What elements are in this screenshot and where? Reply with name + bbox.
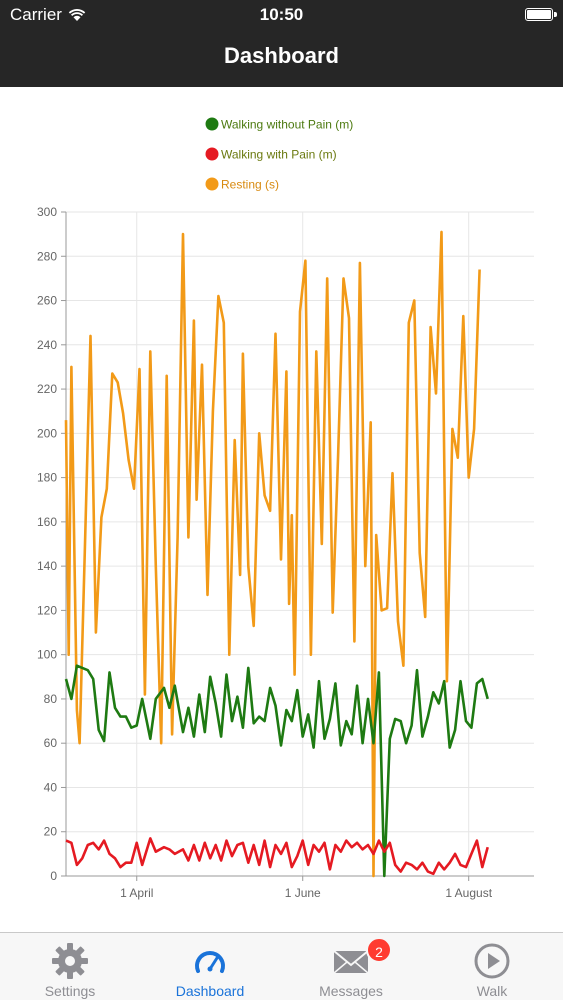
y-tick-label: 200 — [37, 426, 57, 440]
chart-legend: Walking without Pain (m) Walking with Pai… — [205, 117, 353, 192]
x-tick-label: 1 August — [445, 886, 492, 900]
y-tick-label: 220 — [37, 382, 57, 396]
y-tick-label: 0 — [50, 869, 57, 883]
activity-chart: Walking without Pain (m) Walking with Pai… — [37, 117, 534, 900]
y-tick-label: 280 — [37, 249, 57, 263]
y-tick-label: 20 — [44, 825, 58, 839]
battery-icon — [525, 8, 557, 21]
y-tick-label: 260 — [37, 294, 57, 308]
messages-badge: 2 — [366, 937, 392, 963]
legend-swatch — [205, 147, 219, 161]
y-tick-label: 240 — [37, 338, 57, 352]
series-walking-without-pain-line — [64, 664, 489, 878]
legend-label: Walking without Pain (m) — [221, 118, 353, 132]
tab-walk[interactable]: Walk — [422, 933, 562, 1001]
legend-swatch — [205, 117, 219, 131]
wifi-icon — [68, 9, 86, 21]
tab-dashboard[interactable]: Dashboard — [140, 933, 280, 1001]
x-axis: 1 April 1 June 1 August — [66, 875, 534, 900]
nav-header: Carrier 10:50 Dashboard — [0, 0, 563, 87]
play-circle-icon — [474, 943, 510, 979]
carrier-indicator: Carrier — [10, 5, 86, 25]
chart-series — [64, 230, 489, 878]
y-axis: 0 20 40 60 80 100 120 140 160 180 200 220 240 260 280 3… — [37, 205, 67, 883]
status-time: 10:50 — [259, 5, 304, 24]
y-tick-label: 140 — [37, 559, 57, 573]
y-tick-label: 120 — [37, 603, 57, 617]
series-walking-with-pain-line — [65, 837, 489, 876]
status-bar: Carrier 10:50 — [0, 0, 563, 30]
tab-settings[interactable]: Settings — [0, 933, 140, 1001]
tab-bar: Settings Dashboard 2 Messages Walk — [0, 932, 563, 1000]
legend-label: Walking with Pain (m) — [221, 148, 337, 162]
y-tick-label: 100 — [37, 648, 57, 662]
x-tick-label: 1 June — [285, 886, 321, 900]
tab-messages-label: Messages — [319, 983, 383, 999]
tab-walk-label: Walk — [476, 983, 508, 999]
page-title: Dashboard — [224, 43, 339, 68]
y-tick-label: 300 — [37, 205, 57, 219]
gear-icon — [52, 943, 88, 979]
y-tick-label: 60 — [44, 736, 58, 750]
tab-messages[interactable]: 2 Messages — [281, 933, 421, 1001]
y-tick-label: 80 — [44, 692, 58, 706]
tab-dashboard-label: Dashboard — [175, 983, 245, 999]
y-tick-label: 40 — [44, 780, 58, 794]
envelope-icon — [333, 950, 369, 974]
series-resting-line — [64, 230, 481, 878]
legend-label: Resting (s) — [221, 178, 279, 192]
legend-swatch — [205, 177, 219, 191]
y-tick-label: 160 — [37, 515, 57, 529]
carrier-label: Carrier — [10, 5, 62, 24]
gauge-icon — [195, 951, 225, 973]
tab-settings-label: Settings — [44, 983, 96, 999]
x-tick-label: 1 April — [120, 886, 153, 900]
y-tick-label: 180 — [37, 471, 57, 485]
